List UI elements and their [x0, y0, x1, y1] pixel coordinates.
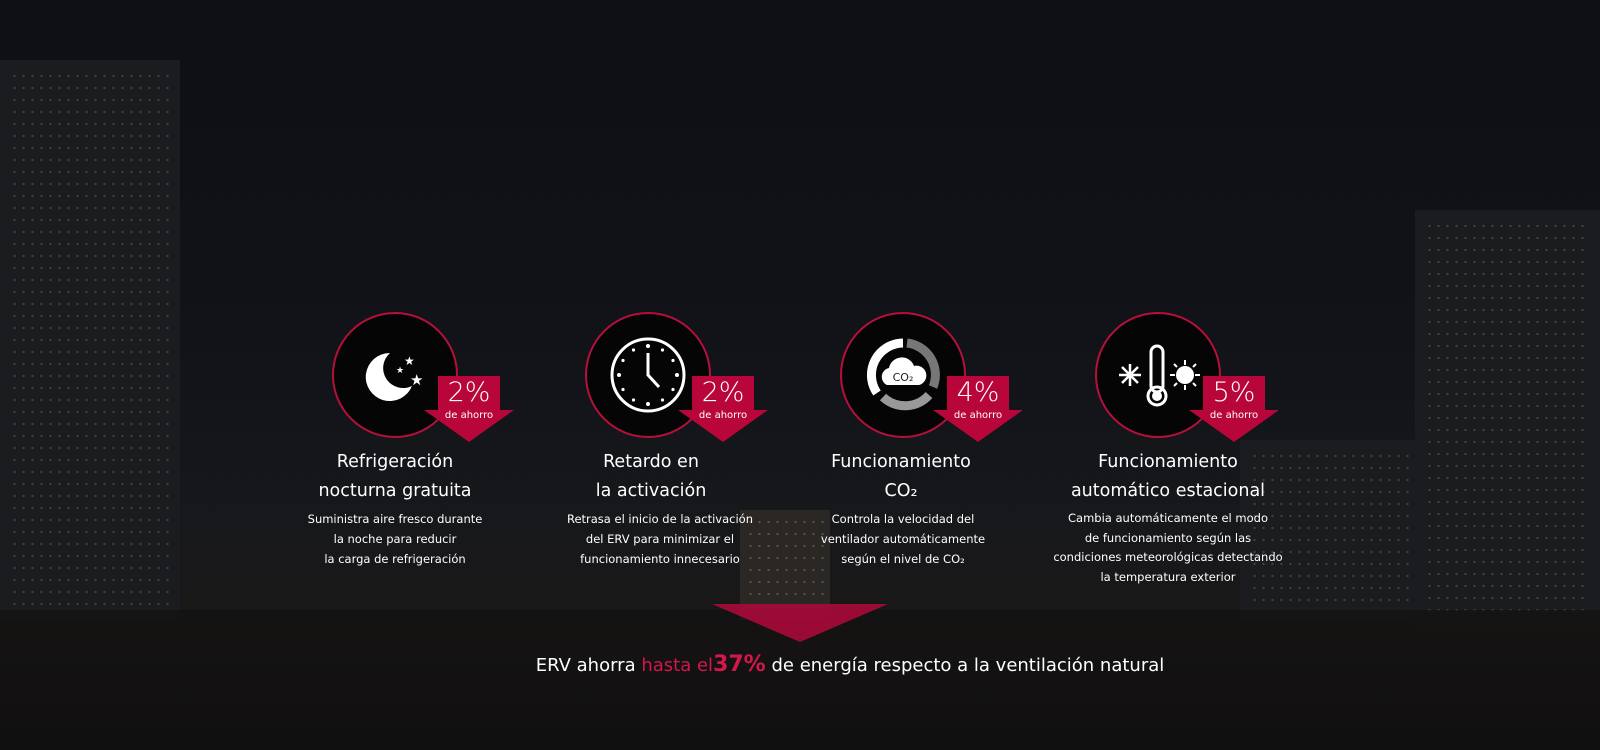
desc-line: de funcionamiento según las: [1084, 530, 1252, 545]
desc-line: según el nivel de CO₂: [841, 552, 965, 566]
savings-label: de ahorro: [444, 410, 494, 421]
savings-badge: 4% de ahorro: [933, 376, 1023, 442]
desc-line: Cambia automáticamente el modo: [1068, 511, 1268, 525]
clock-icon: [610, 337, 686, 413]
title-line: Funcionamiento: [1098, 452, 1238, 472]
co2-cycle-icon: CO₂: [866, 338, 940, 411]
title-line: automático estacional: [1070, 481, 1266, 501]
feature-description: Cambia automáticamente el modo de funcion…: [1018, 509, 1318, 587]
savings-label: de ahorro: [1209, 410, 1259, 421]
co2-icon-label: CO₂: [893, 371, 914, 384]
summary-text: ERV ahorra hasta el37% de energía respec…: [0, 652, 1600, 677]
icon-circle: CO₂: [840, 312, 966, 438]
savings-badge: 2% de ahorro: [424, 376, 514, 442]
title-line: Refrigeración: [336, 452, 454, 472]
summary-highlight: hasta el: [641, 655, 714, 676]
icon-circle: ★ ★ ★: [332, 312, 458, 438]
summary-arrow: [712, 604, 888, 642]
desc-line: del ERV para minimizar el: [585, 532, 735, 546]
title-line: Funcionamiento: [831, 452, 971, 472]
desc-line: condiciones meteorológicas detectando: [1053, 550, 1283, 564]
title-line: nocturna gratuita: [318, 481, 472, 501]
title-line: la activación: [595, 481, 707, 501]
summary-suffix: de energía respecto a la ventilación nat…: [771, 655, 1165, 676]
desc-line: Controla la velocidad del: [831, 512, 975, 526]
desc-line: funcionamiento innecesario: [580, 552, 740, 566]
desc-line: Suministra aire fresco durante: [307, 512, 483, 526]
savings-percent: 2%: [447, 377, 491, 408]
svg-text:★: ★: [404, 354, 415, 368]
svg-text:★: ★: [396, 366, 404, 376]
feature-title: Refrigeración nocturna gratuita: [245, 448, 545, 506]
feature-title: Funcionamiento CO₂: [751, 448, 1051, 506]
title-line: CO₂: [884, 481, 918, 501]
summary-prefix: ERV ahorra: [535, 655, 636, 676]
summary-value: 37%: [713, 652, 766, 677]
savings-label: de ahorro: [698, 410, 748, 421]
savings-percent: 2%: [701, 377, 745, 408]
savings-badge: 5% de ahorro: [1189, 376, 1279, 442]
savings-badge: 2% de ahorro: [678, 376, 768, 442]
savings-label: de ahorro: [953, 410, 1003, 421]
icon-circle: [585, 312, 711, 438]
savings-percent: 4%: [956, 377, 1000, 408]
title-line: Retardo en: [603, 452, 699, 472]
feature-title: Funcionamiento automático estacional: [1018, 448, 1318, 506]
snowflake-thermometer-sun-icon: [1119, 344, 1200, 407]
savings-percent: 5%: [1212, 377, 1256, 408]
feature-description: Controla la velocidad del ventilador auto…: [753, 509, 1053, 569]
desc-line: la noche para reducir: [333, 532, 457, 546]
desc-line: Retrasa el inicio de la activación: [566, 512, 754, 526]
desc-line: ventilador automáticamente: [820, 532, 986, 546]
desc-line: la temperatura exterior: [1100, 569, 1236, 584]
desc-line: la carga de refrigeración: [324, 552, 466, 566]
feature-description: Suministra aire fresco durante la noche p…: [245, 509, 545, 569]
feature-title: Retardo en la activación: [501, 448, 801, 506]
svg-text:★: ★: [410, 371, 423, 389]
feature-description: Retrasa el inicio de la activación del ER…: [510, 509, 810, 569]
moon-stars-icon: ★★ ★: [365, 352, 423, 401]
